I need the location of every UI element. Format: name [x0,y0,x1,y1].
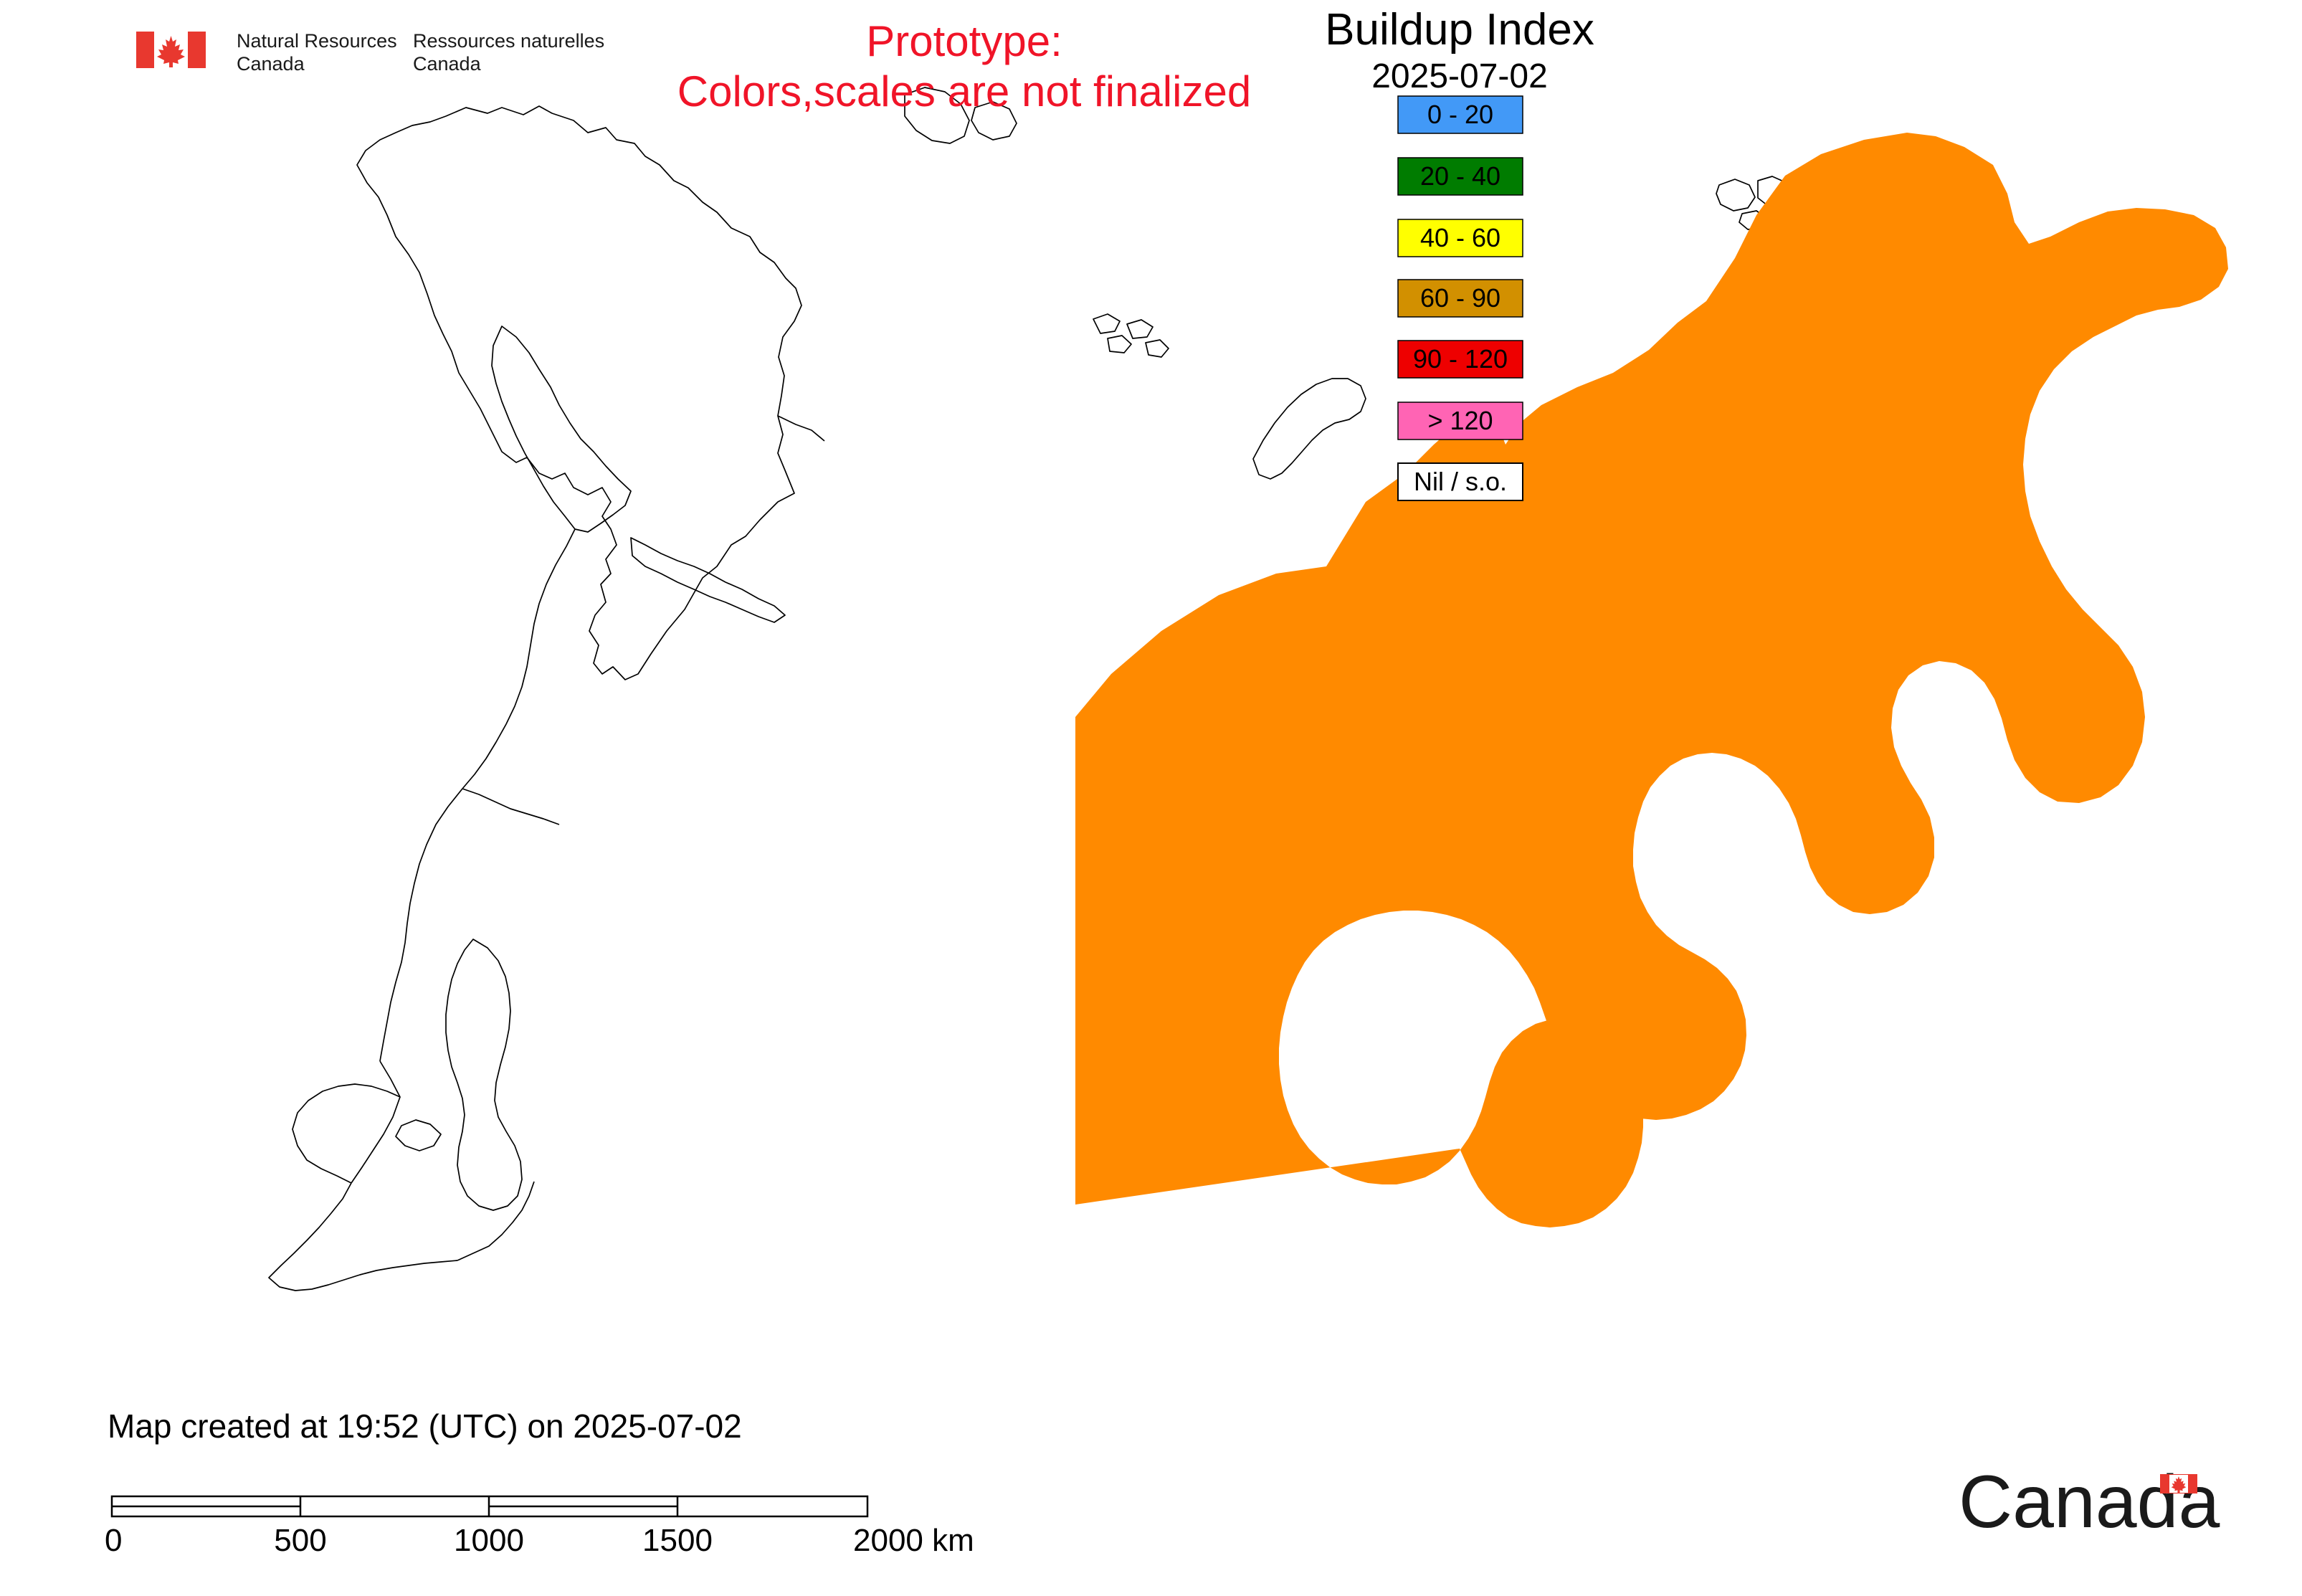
svg-text:20 - 40: 20 - 40 [1420,161,1500,191]
svg-text:Map created at 19:52 (UTC) on: Map created at 19:52 (UTC) on 2025-07-02 [108,1407,742,1445]
svg-text:Natural Resources: Natural Resources [237,30,397,52]
svg-text:1500: 1500 [642,1523,713,1558]
svg-text:0: 0 [105,1523,122,1558]
svg-text:Canada: Canada [1959,1460,2220,1544]
svg-text:Canada: Canada [413,53,482,75]
svg-text:Canada: Canada [237,53,305,75]
svg-text:> 120: > 120 [1427,406,1493,435]
svg-text:Prototype:: Prototype: [866,17,1062,65]
svg-text:Nil / s.o.: Nil / s.o. [1414,467,1507,496]
svg-text:2000 km: 2000 km [853,1523,974,1558]
svg-text:40 - 60: 40 - 60 [1420,223,1500,252]
svg-text:Colors,scales are not finalize: Colors,scales are not finalized [677,67,1251,115]
svg-text:0 - 20: 0 - 20 [1427,100,1493,129]
svg-text:Ressources naturelles: Ressources naturelles [413,30,604,52]
svg-text:90 - 120: 90 - 120 [1413,344,1508,374]
svg-text:500: 500 [274,1523,326,1558]
svg-text:Buildup Index: Buildup Index [1325,5,1594,54]
svg-text:2025-07-02: 2025-07-02 [1371,57,1548,95]
svg-text:60 - 90: 60 - 90 [1420,283,1500,313]
svg-text:1000: 1000 [454,1523,524,1558]
